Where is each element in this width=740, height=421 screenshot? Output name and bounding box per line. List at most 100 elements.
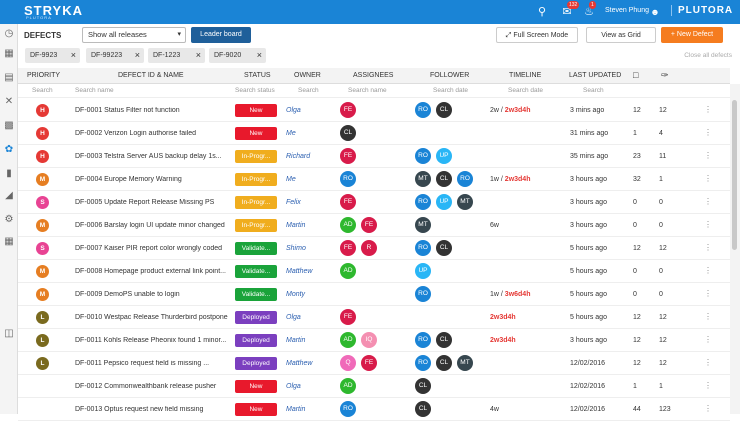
status-badge[interactable]: Deployed: [235, 357, 277, 370]
assignee-avatar[interactable]: FE: [340, 309, 356, 325]
defect-name[interactable]: DF-0011 Pepsico request field is missing…: [75, 360, 210, 367]
leader-board-button[interactable]: Leader board: [191, 27, 251, 43]
owner-name[interactable]: Me: [286, 176, 296, 183]
assignee-avatar[interactable]: AD: [340, 332, 356, 348]
filter-chip[interactable]: DF-9923 ×: [25, 48, 80, 63]
follower-avatar[interactable]: MT: [415, 217, 431, 233]
assignee-avatar[interactable]: RO: [340, 171, 356, 187]
more-options-icon[interactable]: ⋮: [704, 174, 712, 183]
filter-chip[interactable]: DF-9020 ×: [209, 48, 266, 63]
reports-icon[interactable]: ▮: [6, 168, 12, 179]
filter-chip[interactable]: DF-1223 ×: [148, 48, 205, 63]
more-options-icon[interactable]: ⋮: [704, 289, 712, 298]
table-row[interactable]: M DF-0009 DemoPS unable to login Validate.…: [18, 283, 730, 306]
defect-name[interactable]: DF-0009 DemoPS unable to login: [75, 291, 180, 298]
status-badge[interactable]: New: [235, 380, 277, 393]
owner-name[interactable]: Olga: [286, 383, 301, 390]
assignee-avatar[interactable]: FE: [340, 194, 356, 210]
assignee-avatar[interactable]: FE: [361, 217, 377, 233]
assignee-avatar[interactable]: R: [361, 240, 377, 256]
search-timeline[interactable]: Search date: [508, 87, 544, 94]
more-options-icon[interactable]: ⋮: [704, 358, 712, 367]
assignee-avatar[interactable]: RO: [340, 401, 356, 417]
dashboard-icon[interactable]: ◷: [4, 28, 14, 39]
close-icon[interactable]: ×: [70, 50, 76, 60]
follower-avatar[interactable]: CL: [436, 171, 452, 187]
follower-avatar[interactable]: RO: [415, 194, 431, 210]
col-priority[interactable]: PRIORITY: [27, 72, 61, 79]
assignee-avatar[interactable]: FE: [340, 240, 356, 256]
owner-name[interactable]: Richard: [286, 153, 311, 160]
table-row[interactable]: H DF-0003 Telstra Server AUS backup delay…: [18, 145, 730, 168]
follower-avatar[interactable]: MT: [457, 355, 473, 371]
follower-avatar[interactable]: CL: [415, 401, 431, 417]
full-screen-button[interactable]: ⤢ Full Screen Mode: [496, 27, 578, 43]
status-badge[interactable]: Deployed: [235, 311, 277, 324]
owner-name[interactable]: Felix: [286, 199, 301, 206]
follower-avatar[interactable]: MT: [415, 171, 431, 187]
defect-name[interactable]: DF-0001 Status Filter not function: [75, 107, 180, 114]
owner-name[interactable]: Olga: [286, 314, 301, 321]
tools-icon[interactable]: ✕: [4, 96, 14, 107]
search-defect[interactable]: Search name: [75, 87, 114, 94]
status-badge[interactable]: Validate...: [235, 265, 277, 278]
app-logo[interactable]: STRYKA: [24, 3, 83, 18]
defect-name[interactable]: DF-0008 Homepage product external link p…: [75, 268, 226, 275]
defect-name[interactable]: DF-0013 Optus request new field missing: [75, 406, 204, 413]
status-badge[interactable]: New: [235, 127, 277, 140]
follower-avatar[interactable]: UP: [436, 194, 452, 210]
status-badge[interactable]: In-Progr...: [235, 196, 277, 209]
defect-name[interactable]: DF-0010 Westpac Release Thurderbird post…: [75, 314, 228, 321]
col-owner[interactable]: OWNER: [294, 72, 321, 79]
owner-name[interactable]: Martin: [286, 337, 306, 344]
more-options-icon[interactable]: ⋮: [704, 266, 712, 275]
assignee-avatar[interactable]: FE: [361, 355, 377, 371]
releases-icon[interactable]: ▤: [4, 72, 14, 83]
close-icon[interactable]: ×: [134, 50, 140, 60]
settings-icon[interactable]: ⚙: [4, 214, 14, 225]
more-options-icon[interactable]: ⋮: [704, 404, 712, 413]
assignee-avatar[interactable]: IQ: [361, 332, 377, 348]
more-options-icon[interactable]: ⋮: [704, 220, 712, 229]
search-status[interactable]: Search status: [235, 87, 275, 94]
defects-icon[interactable]: ✿: [4, 144, 14, 155]
follower-avatar[interactable]: CL: [436, 240, 452, 256]
more-options-icon[interactable]: ⋮: [704, 335, 712, 344]
defect-name[interactable]: DF-0004 Europe Memory Warning: [75, 176, 182, 183]
calendar-icon[interactable]: ▦: [4, 48, 14, 59]
more-options-icon[interactable]: ⋮: [704, 243, 712, 252]
release-select[interactable]: Show all releases ▾: [82, 27, 186, 43]
follower-avatar[interactable]: RO: [415, 148, 431, 164]
more-options-icon[interactable]: ⋮: [704, 151, 712, 160]
user-icon[interactable]: ☻: [650, 7, 660, 17]
table-row[interactable]: M DF-0006 Barslay login UI update minor c…: [18, 214, 730, 237]
follower-avatar[interactable]: RO: [415, 355, 431, 371]
status-badge[interactable]: In-Progr...: [235, 173, 277, 186]
status-badge[interactable]: New: [235, 104, 277, 117]
owner-name[interactable]: Shimo: [286, 245, 306, 252]
defect-name[interactable]: DF-0007 Kaiser PIR report color wrongly …: [75, 245, 223, 252]
table-row[interactable]: S DF-0007 Kaiser PIR report color wrongly…: [18, 237, 730, 260]
owner-name[interactable]: Matthew: [286, 268, 313, 275]
table-row[interactable]: L DF-0011 Pepsico request field is missin…: [18, 352, 730, 375]
table-row[interactable]: L DF-0010 Westpac Release Thurderbird pos…: [18, 306, 730, 329]
search-priority[interactable]: Search: [32, 87, 53, 94]
col-last-updated[interactable]: LAST UPDATED: [569, 72, 622, 79]
table-row[interactable]: M DF-0008 Homepage product external link …: [18, 260, 730, 283]
defect-name[interactable]: DF-0005 Update Report Release Missing PS: [75, 199, 215, 206]
table-row[interactable]: H DF-0002 Verizon Login authorise failed N…: [18, 122, 730, 145]
owner-name[interactable]: Martin: [286, 406, 306, 413]
follower-avatar[interactable]: UP: [436, 148, 452, 164]
new-defect-button[interactable]: + New Defect: [661, 27, 723, 43]
owner-name[interactable]: Olga: [286, 107, 301, 114]
inbox-icon[interactable]: ✉ 132: [562, 1, 580, 18]
follower-avatar[interactable]: MT: [457, 194, 473, 210]
col-follower[interactable]: FOLLOWER: [430, 72, 470, 79]
comments-icon[interactable]: □: [633, 70, 639, 80]
assignee-avatar[interactable]: AD: [340, 217, 356, 233]
col-timeline[interactable]: TIMELINE: [509, 72, 542, 79]
follower-avatar[interactable]: RO: [457, 171, 473, 187]
attachment-icon[interactable]: ✑: [661, 70, 669, 80]
search-icon[interactable]: ⚲: [537, 6, 547, 18]
more-options-icon[interactable]: ⋮: [704, 105, 712, 114]
